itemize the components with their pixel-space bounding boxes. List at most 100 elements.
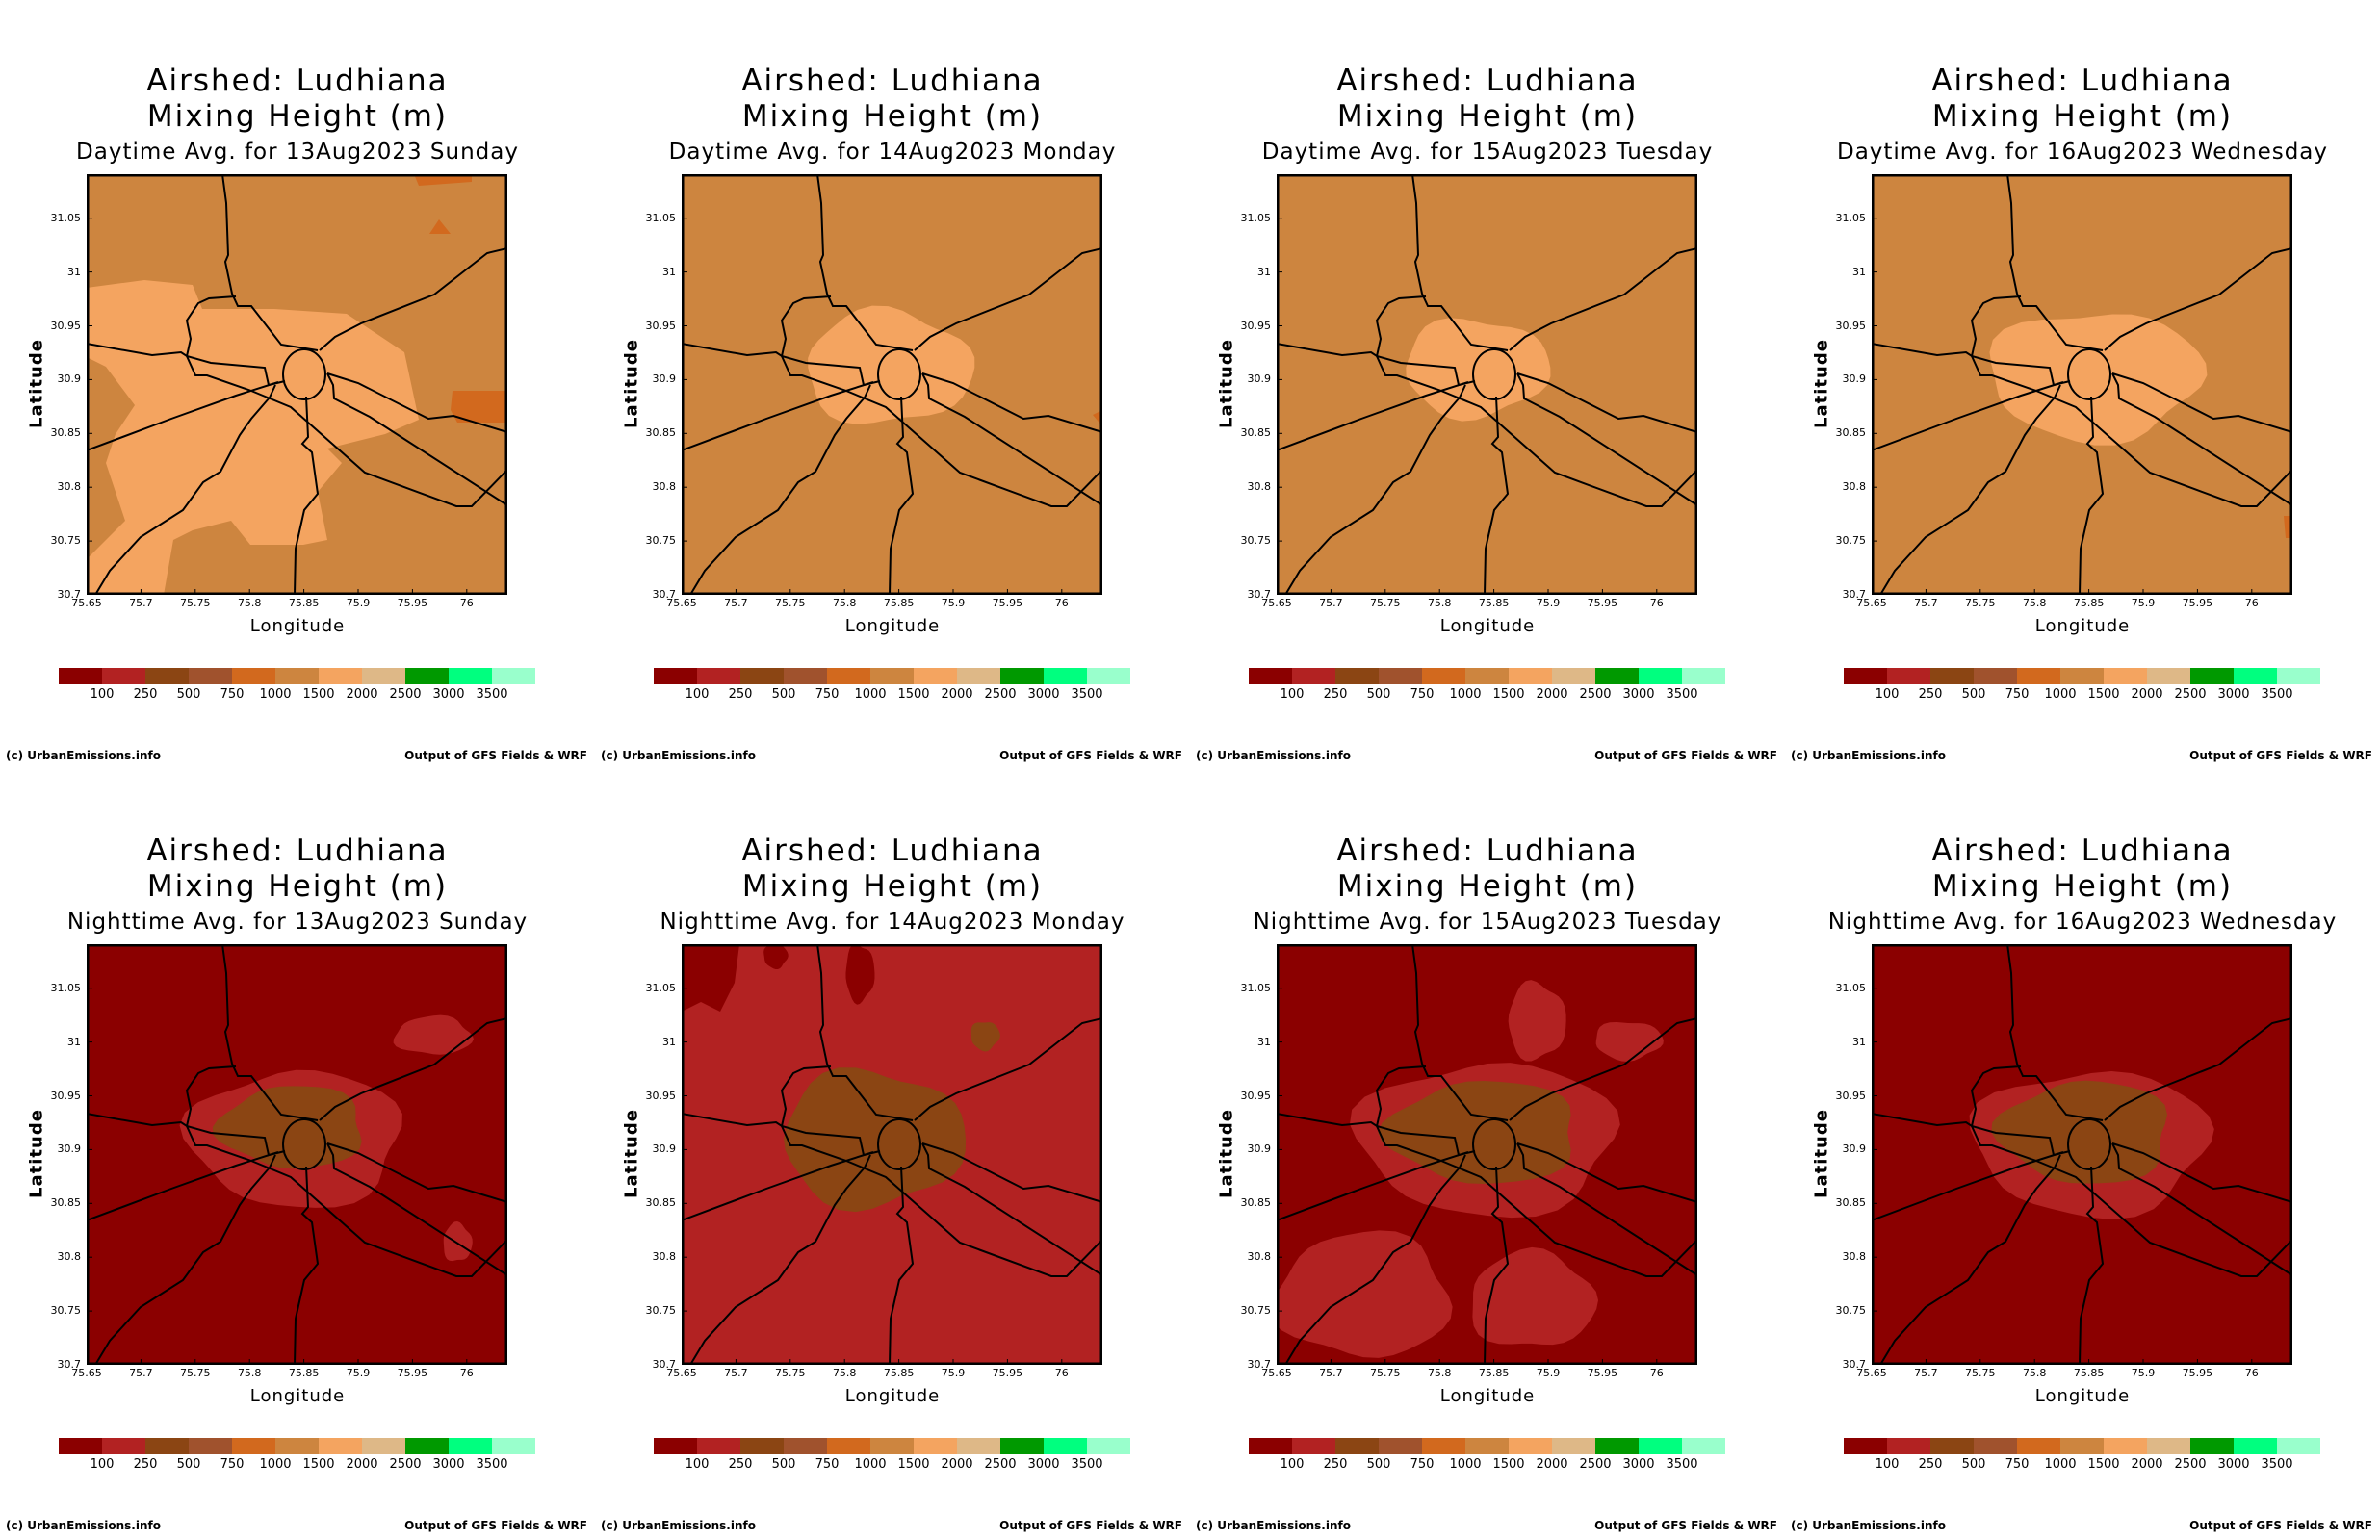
colorbar-cell bbox=[914, 668, 957, 684]
colorbar-cell bbox=[1249, 668, 1292, 684]
road-line bbox=[326, 372, 507, 506]
panel-variable: Mixing Height (m) bbox=[1336, 99, 1639, 134]
colorbar-cell bbox=[2017, 1438, 2060, 1454]
colorbar-label: 100 bbox=[1875, 687, 1900, 702]
x-tick-label: 75.9 bbox=[1536, 597, 1561, 609]
colorbar-cell bbox=[827, 668, 870, 684]
y-tick-label: 31.05 bbox=[645, 211, 677, 224]
road-line bbox=[2079, 1166, 2105, 1365]
colorbar-label: 2500 bbox=[984, 687, 1017, 702]
y-tick-label: 30.85 bbox=[1240, 426, 1272, 440]
colorbar-cell bbox=[2234, 1438, 2277, 1454]
x-tick-label: 75.85 bbox=[288, 597, 320, 609]
colorbar-label: 2000 bbox=[1536, 1457, 1568, 1472]
road-line bbox=[87, 1151, 279, 1221]
mixing-height-map bbox=[87, 174, 507, 595]
map-panel: Airshed: Ludhiana Mixing Height (m) Nightt… bbox=[1190, 770, 1785, 1540]
colorbar-label: 3500 bbox=[1071, 1457, 1103, 1472]
colorbar-cell bbox=[1000, 668, 1044, 684]
road-line bbox=[186, 1125, 507, 1277]
y-tick-label: 30.75 bbox=[645, 1304, 677, 1318]
x-axis-label: Longitude bbox=[1439, 616, 1536, 636]
y-tick-label: 30.8 bbox=[652, 1250, 677, 1264]
colorbar-cell bbox=[189, 1438, 232, 1454]
colorbar-label: 250 bbox=[728, 687, 753, 702]
road-line bbox=[319, 247, 507, 351]
colorbar-label: 2500 bbox=[389, 687, 422, 702]
credit-text: (c) UrbanEmissions.info bbox=[6, 749, 161, 762]
colorbar-label: 100 bbox=[90, 687, 115, 702]
colorbar-cell bbox=[2190, 668, 2234, 684]
panel-variable: Mixing Height (m) bbox=[1931, 869, 2234, 904]
colorbar-cell bbox=[1639, 668, 1682, 684]
road-line bbox=[1516, 372, 1697, 506]
road-line bbox=[1376, 355, 1697, 507]
colorbar-cell bbox=[2147, 1438, 2190, 1454]
x-tick-label: 75.8 bbox=[2022, 597, 2047, 609]
plot-frame bbox=[682, 174, 1102, 595]
colorbar-label: 3000 bbox=[432, 687, 465, 702]
road-line bbox=[2006, 944, 2104, 1121]
colorbar-label: 3000 bbox=[2217, 687, 2250, 702]
credit-text: (c) UrbanEmissions.info bbox=[601, 1519, 756, 1532]
credit-text: (c) UrbanEmissions.info bbox=[601, 749, 756, 762]
mixing-height-map bbox=[87, 944, 507, 1365]
y-tick-label: 30.85 bbox=[1240, 1196, 1272, 1210]
y-tick-label: 30.75 bbox=[1835, 1304, 1867, 1318]
road-line bbox=[1277, 1113, 1476, 1157]
x-tick-label: 75.8 bbox=[1427, 597, 1452, 609]
colorbar-cell bbox=[1379, 668, 1422, 684]
panel-caption: Daytime Avg. for 16Aug2023 Wednesday bbox=[1836, 140, 2329, 165]
y-tick-label: 30.75 bbox=[1240, 534, 1272, 548]
road-line bbox=[781, 1125, 1102, 1277]
y-tick-label: 30.85 bbox=[1835, 426, 1867, 440]
y-tick-label: 31 bbox=[1852, 265, 1866, 278]
road-line bbox=[294, 1166, 320, 1365]
map-panel: Airshed: Ludhiana Mixing Height (m) Daytim… bbox=[1785, 0, 2380, 770]
colorbar-label: 750 bbox=[1410, 687, 1435, 702]
colorbar-cell bbox=[145, 668, 189, 684]
contour-region bbox=[970, 1022, 1000, 1052]
x-tick-label: 75.95 bbox=[397, 1367, 428, 1379]
colorbar-cell bbox=[1974, 1438, 2017, 1454]
colorbar-label: 2500 bbox=[389, 1457, 422, 1472]
x-axis-label: Longitude bbox=[844, 616, 941, 636]
source-text: Output of GFS Fields & WRF bbox=[999, 749, 1182, 762]
colorbar-cell bbox=[1465, 668, 1509, 684]
colorbar-cell bbox=[827, 1438, 870, 1454]
mixing-height-map bbox=[1872, 174, 2292, 595]
colorbar-cell bbox=[1249, 1438, 1292, 1454]
colorbar-cell bbox=[1682, 668, 1725, 684]
colorbar-cell bbox=[449, 668, 492, 684]
road-line bbox=[2006, 174, 2104, 351]
ring-road bbox=[1472, 348, 1516, 400]
colorbar-label: 3000 bbox=[1622, 1457, 1655, 1472]
map-plot bbox=[1277, 174, 1697, 595]
colorbar-cell bbox=[1682, 1438, 1725, 1454]
x-tick-label: 75.9 bbox=[2131, 1367, 2156, 1379]
ring-road bbox=[1472, 1118, 1516, 1170]
colorbar-label: 1000 bbox=[1449, 1457, 1482, 1472]
colorbar-label: 1500 bbox=[2087, 1457, 2120, 1472]
colorbar-cell bbox=[1552, 668, 1595, 684]
y-tick-label: 31 bbox=[1852, 1035, 1866, 1048]
road-line bbox=[185, 295, 237, 357]
colorbar-label: 100 bbox=[1280, 687, 1305, 702]
x-tick-label: 75.95 bbox=[1587, 597, 1618, 609]
road-line bbox=[1284, 384, 1466, 595]
map-plot bbox=[1872, 174, 2292, 595]
x-tick-label: 76 bbox=[459, 597, 474, 609]
road-line bbox=[94, 1154, 276, 1365]
colorbar-label: 250 bbox=[133, 1457, 158, 1472]
panel-title: Airshed: Ludhiana bbox=[1931, 64, 2234, 98]
x-tick-label: 75.75 bbox=[1370, 597, 1401, 609]
road-line bbox=[186, 355, 507, 507]
y-tick-label: 31.05 bbox=[645, 981, 677, 994]
source-text: Output of GFS Fields & WRF bbox=[1594, 749, 1777, 762]
colorbar-cell bbox=[1422, 1438, 1465, 1454]
road-line bbox=[221, 944, 319, 1121]
colorbar-label: 3500 bbox=[1071, 687, 1103, 702]
road-line bbox=[921, 372, 1102, 506]
colorbar-label: 250 bbox=[1323, 687, 1348, 702]
plot-frame bbox=[87, 944, 507, 1365]
